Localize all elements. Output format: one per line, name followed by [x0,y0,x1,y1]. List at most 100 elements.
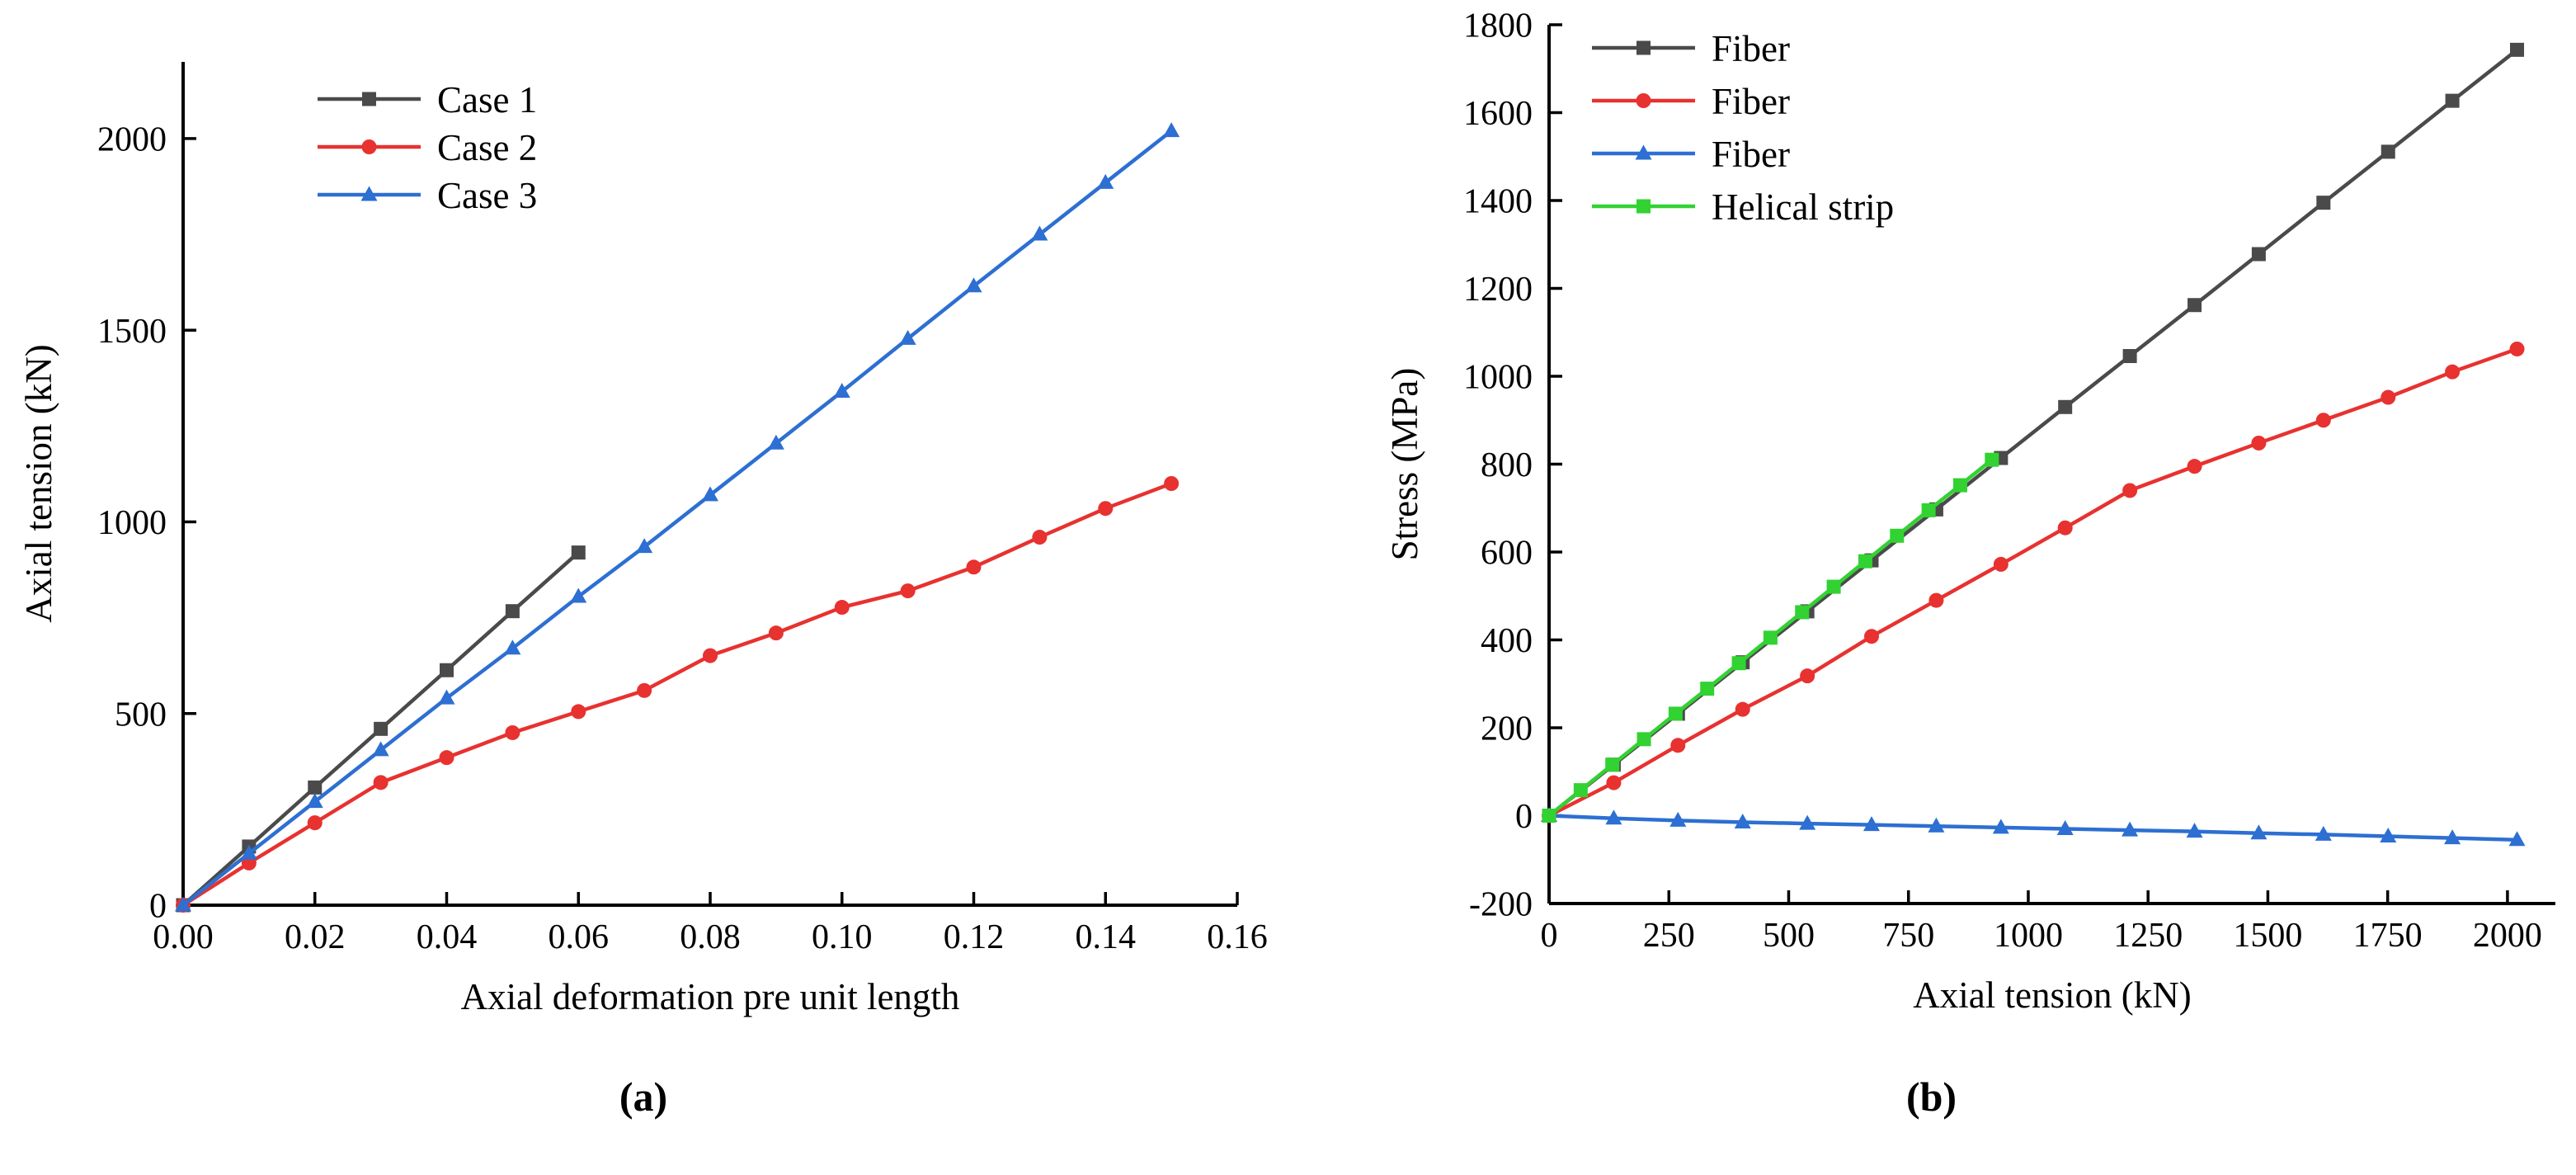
x-tick-label: 0.14 [1076,918,1137,956]
x-tick-label: 0.02 [285,918,346,956]
y-tick-label: 1000 [1463,359,1533,397]
circle-marker-icon [768,625,784,641]
y-tick-label: 400 [1481,622,1533,660]
triangle-marker-icon [2444,829,2461,845]
x-tick-label: 2000 [2473,917,2542,955]
y-tick-label: -200 [1469,886,1533,924]
chart-b-canvas: 0 250 500 750 1000 1250 1500 1750 2000-200020040… [1384,7,2555,1016]
x-tick-label: 1000 [1994,917,2063,955]
x-tick-label: 0.12 [944,918,1005,956]
legend-label: Helical strip [1712,186,1894,228]
circle-marker-icon [637,682,652,698]
y-tick-label: 1500 [97,313,167,351]
triangle-marker-icon [1097,173,1114,189]
circle-marker-icon [571,704,586,720]
square-marker-icon [1700,682,1715,696]
triangle-marker-icon [2056,819,2074,835]
triangle-marker-icon [2380,828,2397,843]
chart-b-caption: (b) [1905,1074,1957,1120]
square-marker-icon [1795,605,1810,620]
square-marker-icon [1542,809,1556,823]
circle-marker-icon [1800,668,1815,684]
circle-marker-icon [900,583,916,599]
triangle-marker-icon [438,689,455,705]
legend-item: Fiber [1592,28,1790,69]
series-2-case-3 [175,122,1180,912]
square-marker-icon [2251,247,2266,262]
y-tick-label: 0 [1515,798,1533,836]
circle-marker-icon [1164,476,1180,491]
y-tick-label: 2000 [97,121,167,159]
x-tick-label: 0.10 [812,918,873,956]
triangle-marker-icon [1669,811,1687,827]
circle-marker-icon [1670,738,1686,753]
x-axis-label: Axial tension (kN) [1913,974,2191,1016]
x-tick-label: 0.06 [549,918,610,956]
y-tick-label: 1800 [1463,7,1533,45]
square-marker-icon [1826,579,1841,594]
square-marker-icon [1605,757,1620,772]
circle-marker-icon [1863,629,1879,644]
chart-a-caption: (a) [619,1074,668,1120]
legend-item: Fiber [1592,134,1790,175]
triangle-marker-icon [360,186,378,201]
triangle-marker-icon [570,588,587,603]
legend-label: Fiber [1712,28,1790,69]
square-marker-icon [571,545,586,560]
square-marker-icon [2058,399,2073,414]
triangle-marker-icon [1734,813,1751,828]
circle-marker-icon [2122,483,2138,498]
triangle-marker-icon [306,793,323,809]
circle-marker-icon [703,648,718,663]
chart-a: 0.00 0.02 0.04 0.06 0.08 0.10 0.12 0.14 0.16 0 500… [0,0,1287,1121]
series-1-case-2 [176,476,1180,913]
square-marker-icon [308,780,323,795]
triangle-marker-icon [1163,122,1180,138]
square-marker-icon [1952,478,1967,493]
y-tick-label: 500 [115,696,167,734]
series-line [181,481,1172,907]
triangle-marker-icon [2122,821,2139,837]
circle-marker-icon [2057,520,2073,536]
circle-marker-icon [2251,435,2267,451]
chart-b: 0 250 500 750 1000 1250 1500 1750 2000 -200 0 200 40… [1287,0,2576,1121]
legend-item: Case 1 [318,79,537,120]
x-tick-label: 0 [1541,917,1558,955]
circle-marker-icon [966,559,982,575]
square-marker-icon [2445,93,2460,108]
x-tick-label: 250 [1643,917,1695,955]
x-tick-label: 0.16 [1207,918,1268,956]
circle-marker-icon [2509,341,2525,356]
circle-marker-icon [1636,93,1651,108]
circle-marker-icon [1928,592,1944,608]
square-marker-icon [1921,503,1936,517]
triangle-marker-icon [1863,816,1880,832]
circle-marker-icon [2381,389,2396,405]
triangle-marker-icon [965,277,982,293]
circle-marker-icon [2315,413,2331,428]
x-tick-label: 1500 [2233,917,2302,955]
x-tick-label: 750 [1882,917,1934,955]
y-tick-label: 1400 [1463,183,1533,221]
triangle-marker-icon [372,741,389,757]
triangle-marker-icon [2250,824,2268,840]
square-marker-icon [1636,732,1651,747]
triangle-marker-icon [1992,819,2009,834]
y-tick-label: 1000 [97,504,167,542]
square-marker-icon [440,663,454,677]
square-marker-icon [2381,144,2395,159]
legend-item: Case 3 [318,175,537,216]
square-marker-icon [1573,783,1588,798]
circle-marker-icon [1032,530,1048,545]
y-tick-label: 600 [1481,535,1533,573]
square-marker-icon [1985,452,1999,467]
square-marker-icon [2187,298,2202,313]
circle-marker-icon [1098,501,1114,517]
series-line [181,129,1173,907]
series-2-fiber [1541,807,2526,847]
series-1-fiber [1542,341,2525,823]
x-tick-label: 0.08 [680,918,741,956]
square-marker-icon [1636,40,1651,55]
legend-item: Helical strip [1592,186,1894,228]
